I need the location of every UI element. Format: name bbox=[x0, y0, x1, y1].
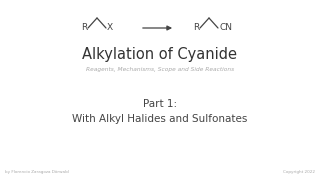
Text: Part 1:: Part 1: bbox=[143, 99, 177, 109]
Text: by Florencio Zaragoza Dörwald: by Florencio Zaragoza Dörwald bbox=[5, 170, 69, 174]
Text: R: R bbox=[81, 24, 87, 33]
Text: X: X bbox=[107, 24, 113, 33]
Text: Reagents, Mechanisms, Scope and Side Reactions: Reagents, Mechanisms, Scope and Side Rea… bbox=[86, 66, 234, 71]
Text: Copyright 2022: Copyright 2022 bbox=[283, 170, 315, 174]
Text: With Alkyl Halides and Sulfonates: With Alkyl Halides and Sulfonates bbox=[72, 114, 248, 124]
Text: Alkylation of Cyanide: Alkylation of Cyanide bbox=[83, 46, 237, 62]
Text: R: R bbox=[193, 24, 199, 33]
Text: CN: CN bbox=[219, 24, 232, 33]
